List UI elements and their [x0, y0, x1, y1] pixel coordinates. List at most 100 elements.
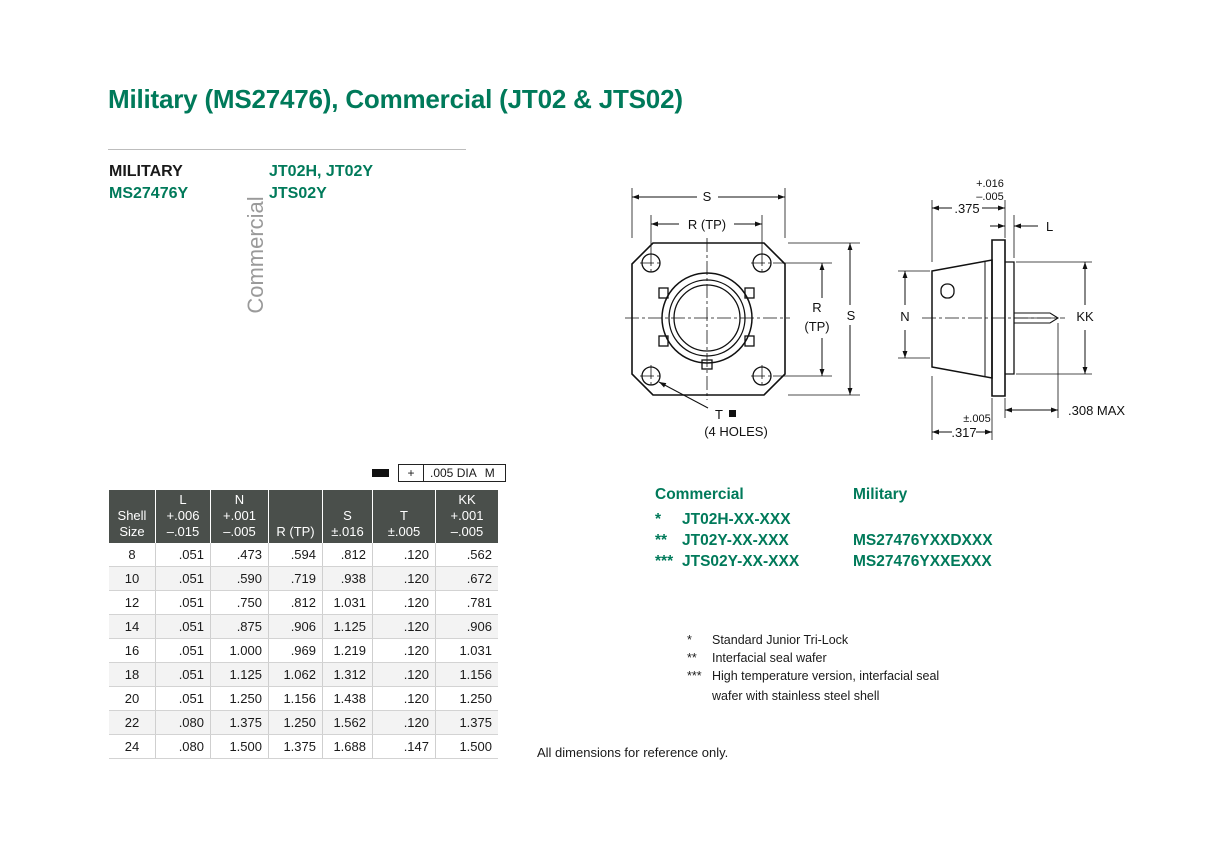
header-line: L — [179, 492, 187, 507]
table-cell: .051 — [155, 662, 211, 687]
header-line: Shell — [117, 508, 147, 523]
key-tab — [658, 335, 669, 347]
table-cell: .812 — [322, 543, 373, 567]
table-row: 14.051.875.906 1.125.120.906 — [109, 614, 498, 639]
part-marker: ** — [655, 532, 668, 549]
table-cell: .120 — [372, 543, 436, 567]
table-cell: .812 — [268, 590, 323, 615]
side-flange — [991, 239, 1006, 397]
dim-n: N — [900, 309, 909, 324]
table-cell: .120 — [372, 710, 436, 735]
side-view-labels: +.016 –.005 .375 L N KK ±.005 .317 .308 … — [900, 178, 1125, 440]
key-tab — [744, 335, 755, 347]
dim-s-side: S — [847, 308, 856, 323]
centerlines — [625, 238, 790, 400]
table-cell: 18 — [109, 662, 156, 687]
table-cell: 1.500 — [435, 734, 498, 759]
table-cell: .590 — [210, 566, 269, 591]
table-row: 12.051.750.812 1.031.120.781 — [109, 590, 498, 615]
header-line: +.001 — [223, 508, 256, 523]
table-cell: 16 — [109, 638, 156, 663]
contact-pin — [1014, 312, 1060, 324]
commercial-part-numbers-1: JT02H, JT02Y — [269, 163, 374, 180]
table-cell: 1.375 — [268, 734, 323, 759]
dim-317: .317 — [951, 425, 976, 440]
table-cell: .719 — [268, 566, 323, 591]
table-cell: .051 — [155, 543, 211, 567]
table-cell: .938 — [322, 566, 373, 591]
key-tab — [744, 287, 755, 299]
table-cell: 1.156 — [435, 662, 498, 687]
table-cell: 1.000 — [210, 638, 269, 663]
table-cell: .781 — [435, 590, 498, 615]
commercial-heading: Commercial — [655, 486, 744, 503]
header-line: –.005 — [450, 524, 484, 539]
table-row: 24.080 1.500 1.375 1.688.147 1.500 — [109, 734, 498, 759]
military-part-number: MS27476Y — [109, 185, 189, 202]
header-kk: KK +.001 –.005 — [435, 490, 498, 543]
reference-note: All dimensions for reference only. — [537, 745, 729, 760]
dim-r-side: R — [812, 300, 821, 315]
page-title: Military (MS27476), Commercial (JT02 & J… — [108, 84, 683, 114]
shell-body — [931, 259, 993, 379]
table-cell: 1.562 — [322, 710, 373, 735]
table-cell: 1.156 — [268, 686, 323, 711]
table-cell: .147 — [372, 734, 436, 759]
table-cell: .051 — [155, 638, 211, 663]
table-cell: .594 — [268, 543, 323, 567]
header-divider — [108, 149, 466, 150]
part-marker: *** — [655, 553, 674, 570]
table-cell: .120 — [372, 566, 436, 591]
header-line: –.005 — [223, 524, 256, 539]
header-line: S — [343, 508, 352, 523]
coupling-pin — [940, 283, 955, 299]
table-cell: .051 — [155, 566, 211, 591]
table-row: 16.051 1.000.969 1.219.120 1.031 — [109, 638, 498, 663]
position-symbol-icon: + — [399, 465, 424, 481]
square-symbol-icon — [372, 469, 389, 477]
table-cell: 1.031 — [435, 638, 498, 663]
military-label: MILITARY — [109, 163, 183, 180]
commercial-part: JT02Y-XX-XXX — [682, 532, 789, 549]
table-cell: .120 — [372, 590, 436, 615]
header-shell-size: Shell Size — [109, 490, 156, 543]
table-cell: .120 — [372, 614, 436, 639]
table-cell: 8 — [109, 543, 156, 567]
dim-375: .375 — [954, 201, 979, 216]
header-line: KK — [458, 492, 476, 507]
table-cell: 1.438 — [322, 686, 373, 711]
tol-005: ±.005 — [963, 413, 990, 425]
table-cell: 1.312 — [322, 662, 373, 687]
table-cell: 1.688 — [322, 734, 373, 759]
table-cell: 24 — [109, 734, 156, 759]
extension-lines — [631, 188, 860, 396]
footnote-marker: ** — [687, 651, 697, 665]
table-header-row: Shell Size L +.006 –.015 N +.001 –.005 R… — [109, 490, 498, 543]
military-part: MS27476YXXDXXX — [853, 532, 993, 549]
table-cell: 1.031 — [322, 590, 373, 615]
tol-minus: –.005 — [976, 191, 1004, 203]
header-line: ±.016 — [331, 524, 364, 539]
header-t: T ±.005 — [372, 490, 436, 543]
table-cell: 1.125 — [322, 614, 373, 639]
footnote-marker: *** — [687, 669, 702, 683]
tolerance-modifier: M — [484, 466, 495, 480]
table-row: 22.080 1.375 1.250 1.562.120 1.375 — [109, 710, 498, 735]
table-row: 10.051.590.719.938.120.672 — [109, 566, 498, 591]
dim-kk: KK — [1076, 309, 1094, 324]
header-line: +.006 — [166, 508, 200, 523]
table-cell: .080 — [155, 734, 211, 759]
dim-r-top: R (TP) — [688, 217, 726, 232]
part-marker: * — [655, 511, 662, 528]
dim-l: L — [1046, 219, 1053, 234]
header-l: L +.006 –.015 — [155, 490, 211, 543]
commercial-part: JT02H-XX-XXX — [682, 511, 791, 528]
square-symbol-icon — [729, 410, 736, 417]
key-tab — [658, 287, 669, 299]
table-row: 8.051.473.594.812.120.562 — [109, 543, 498, 567]
footnote-text: Standard Junior Tri-Lock — [712, 633, 849, 647]
table-cell: 1.062 — [268, 662, 323, 687]
dim-s-top: S — [703, 189, 712, 204]
dimension-table: Shell Size L +.006 –.015 N +.001 –.005 R… — [109, 490, 498, 759]
header-line: T — [400, 508, 408, 523]
